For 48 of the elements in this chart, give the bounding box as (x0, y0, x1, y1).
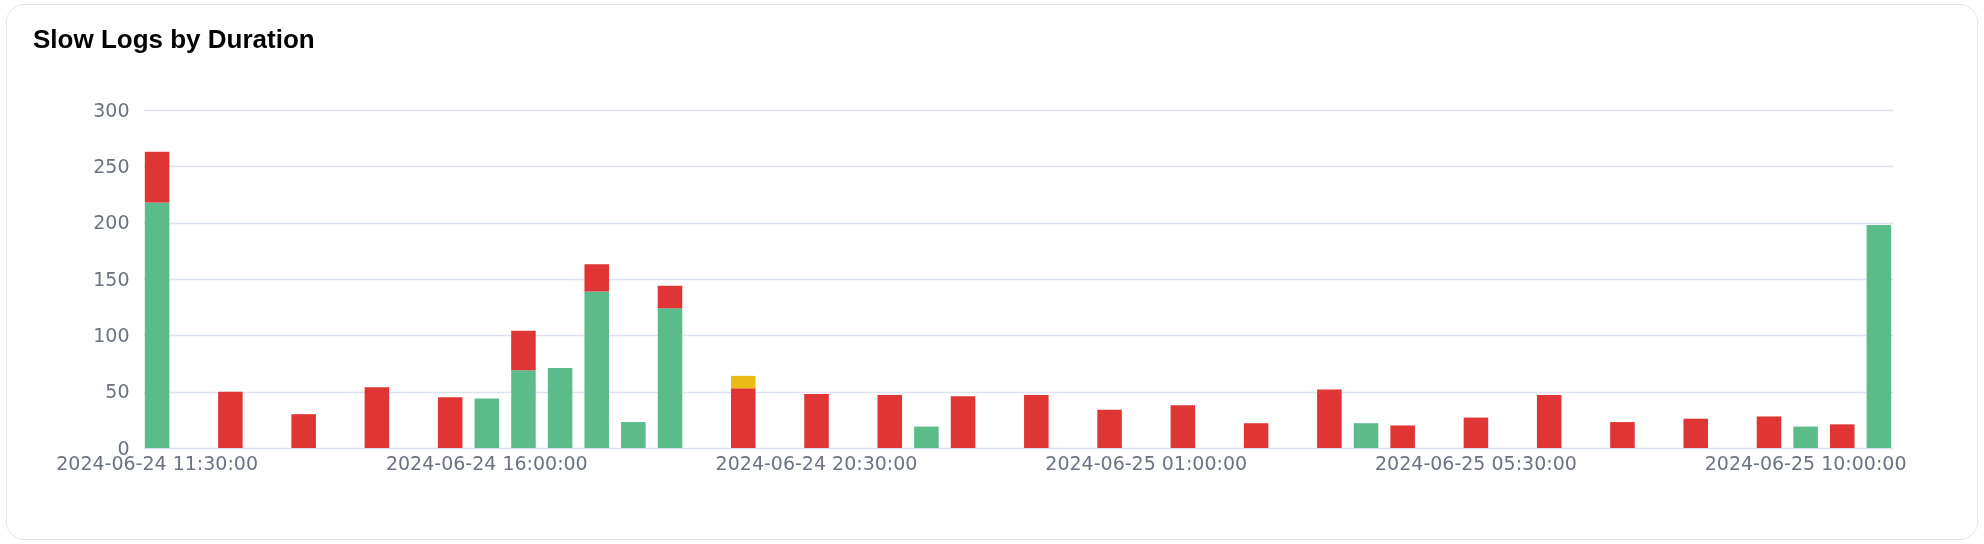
bar (1463, 417, 1489, 448)
x-tick-label: 2024-06-25 01:00:00 (1045, 451, 1248, 474)
bar (621, 422, 646, 448)
bar (1756, 416, 1782, 448)
x-tick-label: 2024-06-25 10:00:00 (1704, 451, 1907, 474)
bar (144, 202, 170, 448)
bar (1793, 426, 1818, 448)
y-tick-label: 300 (93, 98, 130, 121)
bar (584, 291, 609, 448)
bar (914, 426, 939, 448)
bar (291, 414, 316, 448)
bar (437, 397, 463, 448)
bar (730, 375, 756, 389)
bar (1097, 409, 1122, 448)
bar (364, 387, 390, 448)
chart-title: Slow Logs by Duration (33, 24, 315, 54)
bar (1829, 424, 1855, 448)
x-tick-label: 2024-06-24 20:30:00 (715, 451, 918, 474)
bar (511, 330, 536, 371)
bar (657, 285, 683, 309)
bar (1243, 423, 1269, 448)
bar (730, 388, 756, 448)
y-tick-label: 150 (93, 267, 130, 290)
bar (1353, 423, 1379, 448)
bar (1536, 395, 1562, 448)
y-tick-label: 200 (93, 211, 130, 234)
bar (511, 370, 536, 448)
x-tick-label: 2024-06-24 16:00:00 (385, 451, 588, 474)
bar (218, 391, 243, 448)
y-tick-label: 250 (93, 154, 130, 177)
bar (877, 395, 903, 448)
bar (1317, 389, 1342, 448)
bar (657, 308, 683, 448)
bar (144, 151, 170, 203)
bar (1024, 395, 1049, 448)
bar (584, 264, 609, 292)
bar (547, 368, 573, 448)
bar (1390, 425, 1415, 448)
bar (804, 393, 829, 448)
bar (1683, 418, 1708, 448)
y-tick-label: 50 (105, 380, 130, 403)
bar (1866, 224, 1892, 448)
x-tick-label: 2024-06-25 05:30:00 (1375, 451, 1577, 474)
y-tick-label: 100 (93, 323, 130, 346)
bar (1170, 405, 1196, 448)
bar (950, 396, 976, 448)
bar (1610, 422, 1635, 448)
bar (474, 398, 500, 448)
